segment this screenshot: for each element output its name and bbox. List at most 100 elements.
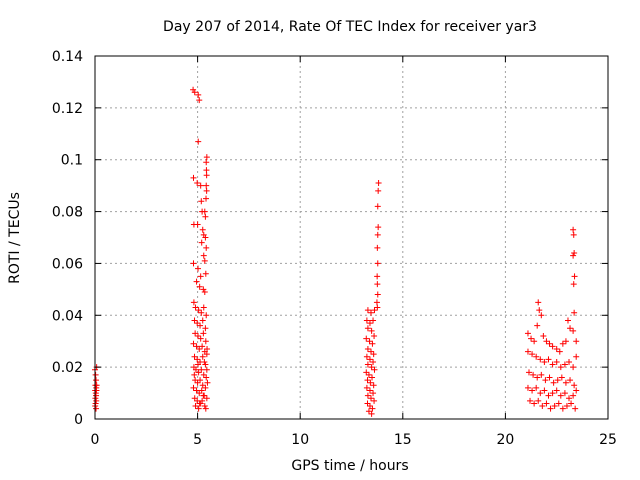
data-point xyxy=(202,270,209,277)
data-point xyxy=(193,278,200,285)
data-point xyxy=(198,366,205,373)
data-point xyxy=(366,387,373,394)
data-point xyxy=(533,384,540,391)
data-point xyxy=(546,374,553,381)
data-point xyxy=(570,392,577,399)
data-point xyxy=(570,226,577,233)
data-point xyxy=(371,397,378,404)
data-point xyxy=(557,364,564,371)
data-point xyxy=(192,366,199,373)
data-point xyxy=(92,371,99,378)
data-point xyxy=(367,348,374,355)
data-point xyxy=(194,221,201,228)
data-point xyxy=(543,400,550,407)
data-point xyxy=(192,330,199,337)
data-point xyxy=(201,257,208,264)
data-point xyxy=(363,384,370,391)
data-point xyxy=(570,231,577,238)
data-point xyxy=(197,182,204,189)
data-point xyxy=(374,244,381,251)
data-point xyxy=(190,260,197,267)
data-point xyxy=(374,273,381,280)
data-point xyxy=(200,330,207,337)
data-point xyxy=(536,307,543,314)
data-point xyxy=(555,400,562,407)
data-point xyxy=(202,384,209,391)
data-point xyxy=(367,309,374,316)
data-point xyxy=(542,377,549,384)
data-point xyxy=(196,345,203,352)
grid xyxy=(95,56,608,419)
axis-ticks xyxy=(94,55,609,420)
data-point xyxy=(190,174,197,181)
data-point xyxy=(367,379,374,386)
data-point xyxy=(567,377,574,384)
data-point xyxy=(190,384,197,391)
data-point xyxy=(196,283,203,290)
data-point xyxy=(203,195,210,202)
y-tick-label: 0.08 xyxy=(52,205,83,221)
data-point xyxy=(93,397,100,404)
data-point xyxy=(568,400,575,407)
data-point xyxy=(540,333,547,340)
data-point xyxy=(566,358,573,365)
data-points xyxy=(92,86,580,417)
data-point xyxy=(573,338,580,345)
data-point xyxy=(571,382,578,389)
data-point xyxy=(534,322,541,329)
data-point xyxy=(203,312,210,319)
y-tick-labels: 0 0.02 0.04 0.06 0.08 0.1 0.12 0.14 xyxy=(52,49,83,428)
data-point xyxy=(365,371,372,378)
data-point xyxy=(197,400,204,407)
data-point xyxy=(197,335,204,342)
data-point xyxy=(365,408,372,415)
x-tick-labels: 0 5 10 15 20 25 xyxy=(91,432,617,448)
data-point xyxy=(572,405,579,412)
data-point xyxy=(374,281,381,288)
data-point xyxy=(201,208,208,215)
x-tick-label: 10 xyxy=(291,432,309,448)
y-tick-label: 0.1 xyxy=(61,153,83,169)
data-point xyxy=(571,250,578,257)
data-point xyxy=(93,405,100,412)
data-point xyxy=(561,361,568,368)
plot-frame xyxy=(94,55,609,420)
data-point xyxy=(549,390,556,397)
data-point xyxy=(195,333,202,340)
data-point xyxy=(567,325,574,332)
data-point xyxy=(93,392,100,399)
data-point xyxy=(538,371,545,378)
data-point xyxy=(553,358,560,365)
data-point xyxy=(529,351,536,358)
data-point xyxy=(364,345,371,352)
data-point xyxy=(195,361,202,368)
data-point xyxy=(537,390,544,397)
data-point xyxy=(195,307,202,314)
data-point xyxy=(202,325,209,332)
data-point xyxy=(370,390,377,397)
data-point xyxy=(200,304,207,311)
data-point xyxy=(528,335,535,342)
data-point xyxy=(543,338,550,345)
data-point xyxy=(562,338,569,345)
data-point xyxy=(570,252,577,259)
data-point xyxy=(203,172,210,179)
data-point xyxy=(198,198,205,205)
data-point xyxy=(556,348,563,355)
data-point xyxy=(191,371,198,378)
data-point xyxy=(364,361,371,368)
data-point xyxy=(562,379,569,386)
data-point xyxy=(195,405,202,412)
data-point xyxy=(559,405,566,412)
data-point xyxy=(375,180,382,187)
data-point xyxy=(369,374,376,381)
data-point xyxy=(204,379,211,386)
x-tick-label: 20 xyxy=(496,432,514,448)
data-point xyxy=(546,340,553,347)
data-point xyxy=(527,397,534,404)
data-point xyxy=(559,340,566,347)
data-point xyxy=(529,387,536,394)
data-point xyxy=(533,353,540,360)
data-point xyxy=(203,351,210,358)
data-point xyxy=(537,356,544,363)
